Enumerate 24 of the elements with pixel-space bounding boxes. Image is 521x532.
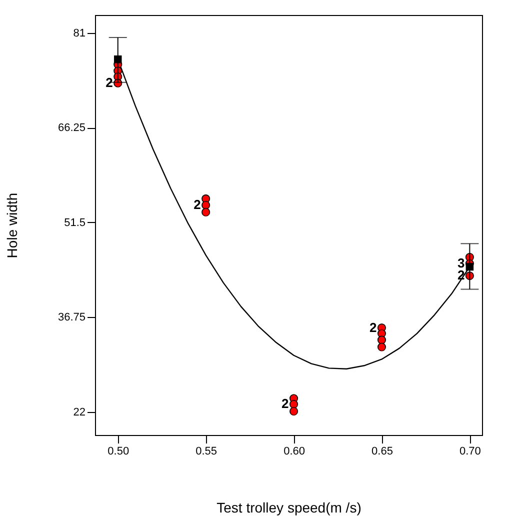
y-axis-title: Hole width — [4, 192, 20, 258]
annotation: 2 — [194, 197, 201, 212]
y-tick-label: 22 — [73, 406, 86, 418]
y-tick-label: 66.25 — [58, 122, 86, 134]
x-tick-label: 0.65 — [372, 446, 393, 458]
point — [377, 336, 386, 344]
point — [114, 55, 122, 64]
y-tick-label: 51.5 — [64, 216, 86, 229]
point — [202, 200, 210, 210]
annotation: 2 — [282, 396, 289, 412]
annotation: 2 — [369, 320, 377, 335]
x-tick-label: 0.70 — [459, 446, 481, 458]
y-tick-label: 36.75 — [58, 312, 86, 324]
y-tick-label: 81 — [73, 27, 86, 40]
point — [466, 262, 474, 271]
point — [290, 400, 298, 408]
annotation: 2 — [106, 75, 113, 90]
x-tick-label: 0.50 — [108, 446, 130, 458]
point — [202, 208, 210, 216]
x-axis-title: Test trolley speed(m /s) — [216, 500, 362, 516]
point — [377, 342, 386, 352]
point — [290, 406, 298, 416]
x-tick-label: 0.60 — [284, 446, 305, 458]
x-tick-label: 0.55 — [196, 446, 218, 458]
